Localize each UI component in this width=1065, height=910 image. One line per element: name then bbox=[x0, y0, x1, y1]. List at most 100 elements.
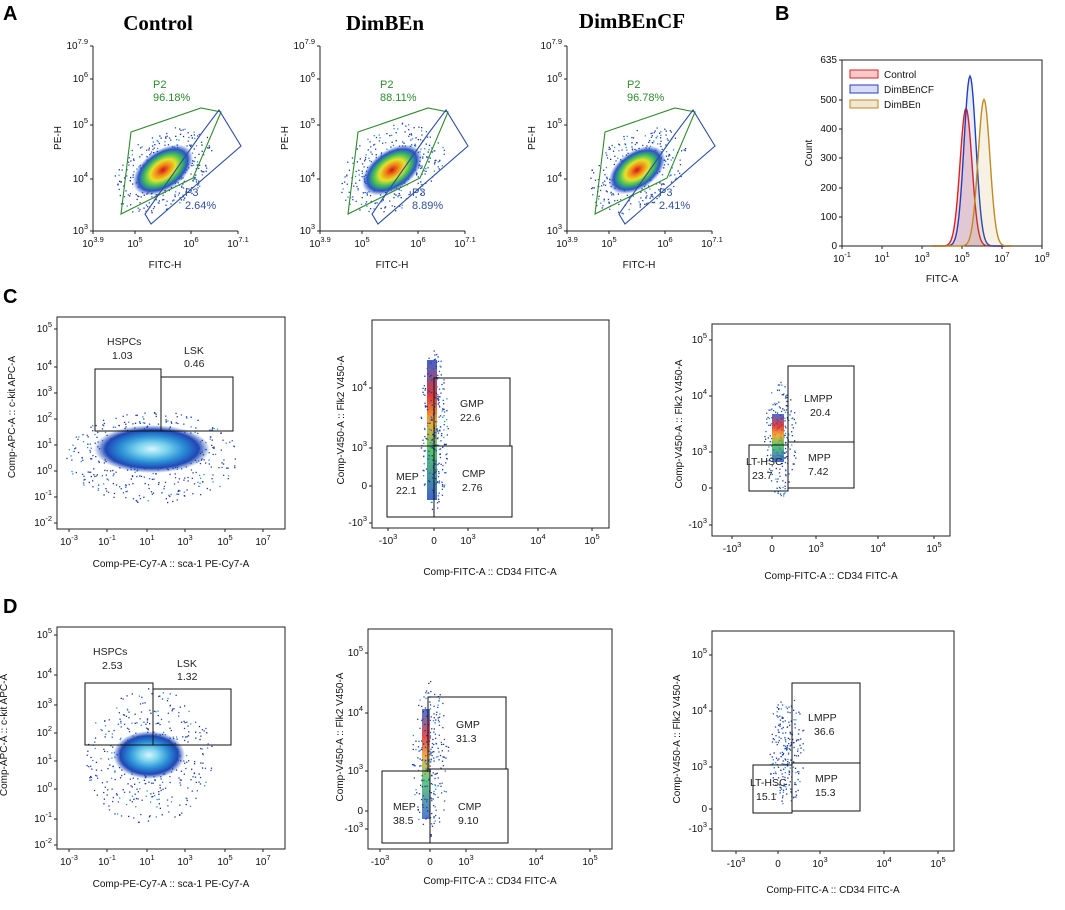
event-dot bbox=[152, 207, 155, 210]
event-dot bbox=[770, 480, 773, 482]
event-dot bbox=[649, 197, 651, 199]
event-dot bbox=[394, 205, 396, 208]
event-dot bbox=[443, 382, 445, 384]
event-dot bbox=[185, 416, 188, 418]
event-dot bbox=[206, 167, 208, 169]
event-dot bbox=[216, 428, 219, 430]
event-dot bbox=[100, 769, 103, 772]
event-dot bbox=[780, 708, 783, 710]
event-dot bbox=[415, 789, 417, 791]
event-dot bbox=[176, 738, 178, 740]
event-dot bbox=[133, 159, 135, 162]
event-dot bbox=[382, 199, 384, 201]
event-dot bbox=[138, 695, 140, 697]
event-dot bbox=[438, 700, 440, 702]
event-dot bbox=[795, 740, 798, 742]
event-dot bbox=[125, 803, 128, 806]
event-dot bbox=[163, 485, 166, 488]
event-dot bbox=[435, 365, 438, 368]
event-dot bbox=[776, 487, 778, 489]
event-dot bbox=[125, 484, 127, 486]
event-dot bbox=[129, 193, 132, 195]
event-dot bbox=[90, 458, 92, 460]
event-dot bbox=[594, 179, 597, 181]
event-dot bbox=[431, 447, 433, 449]
event-dot bbox=[782, 394, 784, 396]
event-dot bbox=[434, 369, 436, 371]
event-dot bbox=[156, 147, 159, 150]
event-dot bbox=[133, 158, 135, 160]
event-dot bbox=[788, 743, 790, 745]
event-dot bbox=[794, 783, 796, 786]
event-dot bbox=[185, 191, 187, 193]
event-dot bbox=[788, 771, 791, 773]
event-dot bbox=[435, 743, 438, 745]
event-dot bbox=[598, 165, 600, 167]
event-dot bbox=[206, 747, 209, 749]
event-dot bbox=[152, 148, 154, 151]
event-dot bbox=[768, 417, 770, 420]
event-dot bbox=[607, 198, 610, 201]
event-dot bbox=[784, 461, 787, 464]
event-dot bbox=[432, 738, 434, 741]
event-dot bbox=[106, 794, 108, 796]
event-dot bbox=[667, 163, 669, 166]
event-dot bbox=[116, 707, 118, 709]
y-tick-label: 107.9 bbox=[66, 37, 88, 52]
event-dot bbox=[440, 435, 443, 437]
event-dot bbox=[102, 424, 104, 426]
histogram-fill-dimben bbox=[932, 99, 1012, 246]
event-dot bbox=[179, 782, 181, 784]
event-dot bbox=[431, 379, 433, 381]
event-dot bbox=[795, 422, 797, 424]
event-dot bbox=[434, 773, 436, 775]
event-dot bbox=[649, 140, 651, 142]
event-dot bbox=[784, 492, 786, 494]
event-dot bbox=[199, 738, 201, 741]
event-dot bbox=[793, 742, 795, 744]
event-dot bbox=[435, 737, 437, 740]
event-dot bbox=[780, 737, 782, 740]
event-dot bbox=[434, 481, 436, 483]
event-dot bbox=[427, 167, 429, 169]
histogram-curve-dimben bbox=[932, 97, 1012, 247]
event-dot bbox=[149, 709, 151, 711]
event-dot bbox=[186, 721, 188, 723]
event-dot bbox=[617, 157, 619, 159]
event-dot bbox=[146, 156, 148, 158]
event-dot bbox=[660, 184, 663, 186]
event-dot bbox=[147, 500, 149, 502]
event-dot bbox=[436, 428, 438, 430]
event-dot bbox=[192, 180, 194, 182]
event-dot bbox=[648, 141, 650, 143]
event-dot bbox=[788, 706, 790, 708]
event-dot bbox=[104, 469, 106, 472]
event-dot bbox=[431, 742, 434, 745]
event-dot bbox=[632, 137, 635, 139]
event-dot bbox=[104, 750, 106, 752]
event-dot bbox=[415, 174, 418, 176]
event-dot bbox=[108, 730, 110, 732]
event-dot bbox=[384, 206, 387, 208]
event-dot bbox=[397, 195, 399, 197]
event-dot bbox=[675, 177, 677, 179]
event-dot bbox=[434, 463, 436, 465]
event-dot bbox=[189, 145, 192, 148]
event-dot bbox=[425, 697, 427, 699]
density-core bbox=[113, 731, 185, 779]
y-tick-label: 103 bbox=[37, 384, 52, 399]
event-dot bbox=[103, 483, 105, 485]
event-dot bbox=[618, 150, 620, 152]
event-dot bbox=[784, 766, 786, 769]
event-dot bbox=[793, 455, 795, 457]
event-dot bbox=[188, 710, 190, 713]
event-dot bbox=[393, 128, 395, 130]
event-dot bbox=[784, 432, 787, 435]
event-dot bbox=[206, 147, 209, 149]
event-dot bbox=[428, 759, 430, 761]
event-dot bbox=[425, 170, 427, 172]
event-dot bbox=[96, 794, 98, 796]
event-dot bbox=[424, 375, 426, 377]
event-dot bbox=[771, 392, 773, 394]
event-dot bbox=[434, 806, 436, 808]
